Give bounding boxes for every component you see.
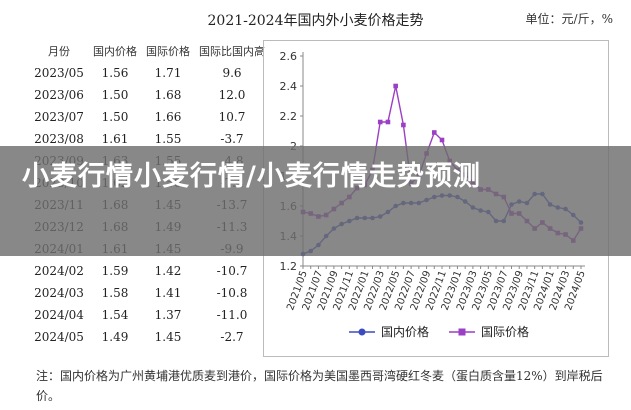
table-row: 2024/03 1.58 1.41 -10.8 — [28, 282, 268, 304]
table-cell: 2023/07 — [34, 110, 84, 124]
table-row: 2023/06 1.50 1.68 12.0 — [28, 84, 268, 106]
table-cell: 1.61 — [101, 132, 129, 146]
legend-marker — [358, 328, 366, 336]
overlay-banner — [0, 146, 631, 256]
column-header: 国际比国内高 — [199, 45, 265, 58]
table-row: 2023/05 1.56 1.71 9.6 — [28, 62, 268, 84]
table-cell: -3.7 — [220, 132, 244, 146]
table-row: 2023/08 1.61 1.55 -3.7 — [28, 128, 268, 150]
table-cell: 1.58 — [101, 286, 129, 300]
column-header: 国内价格 — [93, 45, 137, 58]
table-cell: 1.68 — [154, 88, 182, 102]
y-tick-label: 1.2 — [280, 260, 298, 273]
international-price-point — [439, 137, 445, 143]
table-row: 2024/05 1.49 1.45 -2.7 — [28, 326, 268, 348]
table-cell: 2023/08 — [34, 132, 84, 146]
table-cell: 10.7 — [218, 110, 246, 124]
table-cell: -2.7 — [220, 330, 244, 344]
unit-label: 单位：元/斤，% — [525, 12, 613, 26]
table-cell: 1.54 — [101, 308, 129, 322]
table-cell: 2023/06 — [34, 88, 84, 102]
table-cell: 1.71 — [154, 66, 182, 80]
table-cell: 1.66 — [154, 110, 182, 124]
table-cell: 1.59 — [101, 264, 129, 278]
legend-label: 国内价格 — [381, 324, 429, 339]
column-header: 月份 — [48, 45, 70, 58]
table-cell: 1.49 — [101, 330, 129, 344]
table-cell: 2023/05 — [34, 66, 84, 80]
table-cell: 12.0 — [218, 88, 246, 102]
table-cell: 2024/04 — [34, 308, 84, 322]
table-row: 2023/07 1.50 1.66 10.7 — [28, 106, 268, 128]
table-cell: 9.6 — [222, 66, 242, 80]
table-cell: 1.42 — [154, 264, 182, 278]
table-row: 2024/04 1.54 1.37 -11.0 — [28, 304, 268, 326]
table-cell: 1.50 — [101, 88, 129, 102]
column-header: 国际价格 — [146, 45, 190, 58]
y-tick-label: 2.4 — [280, 80, 298, 93]
table-row: 2024/02 1.59 1.42 -10.7 — [28, 260, 268, 282]
international-price-point — [385, 119, 391, 125]
table-cell: 2024/05 — [34, 330, 84, 344]
table-cell: 1.37 — [154, 308, 182, 322]
table-cell: -10.8 — [216, 286, 248, 300]
table-cell: 2024/02 — [34, 264, 84, 278]
y-tick-label: 2.6 — [280, 50, 298, 63]
international-price-point — [401, 122, 406, 128]
legend-marker — [458, 328, 466, 336]
table-header-row: 月份 国内价格 国际价格 国际比国内高 — [28, 40, 268, 62]
table-cell: 1.41 — [154, 286, 182, 300]
chart-title: 2021-2024年国内外小麦价格走势 — [207, 13, 424, 29]
table-cell: 1.55 — [154, 132, 182, 146]
y-tick-label: 2.2 — [280, 110, 298, 123]
international-price-point — [393, 83, 398, 89]
international-price-point — [431, 130, 437, 135]
table-cell: 1.56 — [101, 66, 129, 80]
footnote: 注：国内价格为广州黄埔港优质麦到港价，国际价格为美国墨西哥湾硬红冬麦（蛋白质含量… — [36, 369, 603, 403]
table-cell: -11.0 — [216, 308, 248, 322]
banner-title: 小麦行情小麦行情/小麦行情走势预测 — [22, 161, 481, 192]
international-price-point — [377, 119, 383, 125]
table-cell: 2024/03 — [34, 286, 84, 300]
table-cell: 1.45 — [154, 330, 182, 344]
table-cell: 1.50 — [101, 110, 129, 124]
table-cell: -10.7 — [216, 264, 248, 278]
legend-label: 国际价格 — [481, 324, 529, 339]
